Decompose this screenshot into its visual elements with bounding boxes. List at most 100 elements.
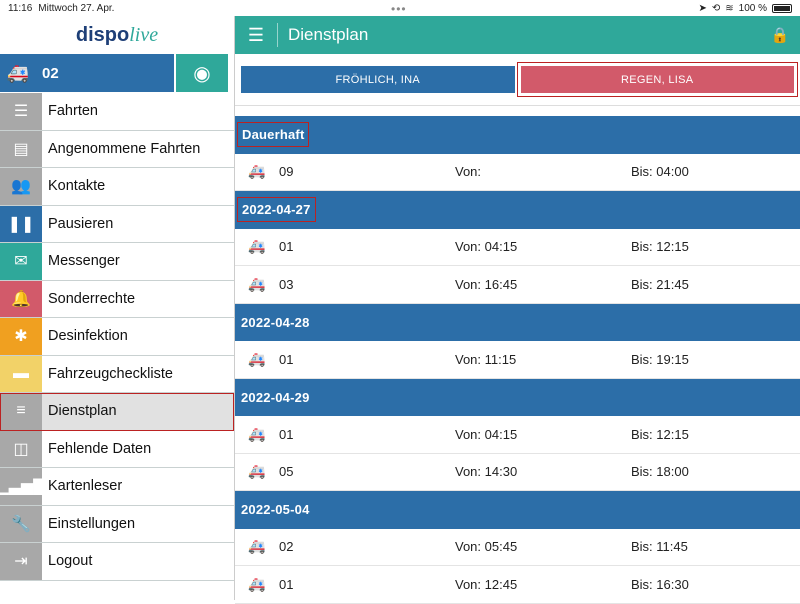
start-time: Von: 04:15 [455,239,518,255]
vehicle-number: 02 [42,64,59,82]
schedule-row[interactable]: 🚑 01 Von: 04:15 Bis: 12:15 [235,229,800,266]
section-header: 2022-04-28 [235,303,800,341]
tab-regen-lisa[interactable]: REGEN, LISA [516,62,798,97]
broadcast-button[interactable]: ◉ [176,54,228,92]
sidebar-item-label: Fahrten [48,103,98,120]
pause-icon: ❚❚ [0,205,42,242]
sidebar: dispo live 🚑 02 ◉ ☰ Fahrten ▤ Angenommene Fa… [0,16,235,600]
sidebar-menu: ☰ Fahrten ▤ Angenommene Fahrten 👥 Kontakte ❚❚ P… [0,93,234,581]
wrench-icon: 🔧 [0,505,42,542]
vehicle-number: 01 [279,239,294,255]
sidebar-item-label: Sonderrechte [48,290,136,307]
start-time: Von: 04:15 [455,426,518,442]
section-label: 2022-04-27 [237,197,316,223]
sidebar-item-pausieren[interactable]: ❚❚ Pausieren [0,205,234,243]
vehicle-bar: 🚑 02 ◉ [0,54,234,92]
lock-rotation-icon: ⟲ [711,2,721,14]
schedule-row[interactable]: 🚑 09 Von: Bis: 04:00 [235,154,800,191]
sidebar-item-messenger[interactable]: ✉ Messenger [0,243,234,281]
top-bar: ☰ Dienstplan 🔒 [235,16,800,54]
broadcast-icon: ◉ [193,62,211,85]
sidebar-item-kartenleser[interactable]: ▁▃▅▇ Kartenleser [0,468,234,506]
section-header: 2022-04-29 [235,378,800,416]
end-time: Bis: 12:15 [631,239,689,255]
ambulance-icon: 🚑 [6,62,30,83]
schedule-row[interactable]: 🚑 01 Von: 12:45 Bis: 16:30 [235,566,800,604]
section-label: 2022-05-04 [241,502,310,518]
start-time: Von: 12:45 [455,576,518,592]
sidebar-item-fahrzeugcheckliste[interactable]: ▬ Fahrzeugcheckliste [0,355,234,393]
sidebar-item-logout[interactable]: ⇥ Logout [0,543,234,581]
lock-icon[interactable]: 🔒 [770,27,790,44]
section-header: 2022-04-27 [235,191,800,229]
main-content: ☰ Dienstplan 🔒 FRÖHLICH, INA REGEN, LISA… [235,16,800,604]
section-header: Dauerhaft [235,116,800,154]
schedule-row[interactable]: 🚑 05 Von: 14:30 Bis: 18:00 [235,454,800,491]
sidebar-item-label: Angenommene Fahrten [48,140,201,157]
schedule-row[interactable]: 🚑 03 Von: 16:45 Bis: 21:45 [235,266,800,304]
sidebar-item-fahrten[interactable]: ☰ Fahrten [0,93,234,131]
sidebar-item-label: Einstellungen [48,515,136,532]
sidebar-item-dienstplan[interactable]: ≡ Dienstplan [0,393,234,431]
list-check-icon: ☰ [0,93,42,130]
start-time: Von: 05:45 [455,539,518,555]
sidebar-item-angenommene-fahrten[interactable]: ▤ Angenommene Fahrten [0,130,234,168]
vehicle-number: 09 [279,164,294,180]
vehicle-number: 03 [279,276,294,292]
hamburger-menu-icon[interactable]: ☰ [247,24,265,45]
logo-text-live: live [129,23,159,46]
sidebar-item-label: Messenger [48,253,120,270]
sidebar-item-label: Fahrzeugcheckliste [48,365,173,382]
section-label: 2022-04-29 [241,389,310,405]
ambulance-icon: 🚑 [248,238,266,255]
sidebar-item-einstellungen[interactable]: 🔧 Einstellungen [0,505,234,543]
status-bar: 11:16 Mittwoch 27. Apr. ••• ➤ ⟲ ≋ 100 % [0,0,800,16]
sidebar-item-fehlende-daten[interactable]: ◫ Fehlende Daten [0,430,234,468]
schedule-row[interactable]: 🚑 01 Von: 04:15 Bis: 12:15 [235,416,800,454]
schedule-row[interactable]: 🚑 02 Von: 05:45 Bis: 11:45 [235,529,800,566]
schedule-row[interactable]: 🚑 01 Von: 11:15 Bis: 19:15 [235,341,800,379]
list-icon: ≡ [0,393,42,430]
vehicle-selector[interactable]: 🚑 02 [0,54,174,92]
sidebar-item-label: Kontakte [48,178,106,195]
status-date: Mittwoch 27. Apr. [38,2,115,14]
sidebar-item-kontakte[interactable]: 👥 Kontakte [0,168,234,206]
battery-text: 100 % [738,2,767,14]
schedule-list: Dauerhaft 🚑 09 Von: Bis: 04:00 2022-04-27 🚑 01 V… [235,116,800,604]
sidebar-item-desinfektion[interactable]: ✱ Desinfektion [0,318,234,356]
person-tabs: FRÖHLICH, INA REGEN, LISA [235,54,800,106]
wifi-icon: ≋ [725,2,734,14]
ambulance-icon: 🚑 [248,163,266,180]
battery-icon [772,3,792,13]
book-icon: ▬ [0,355,42,392]
ambulance-icon: 🚑 [248,538,266,555]
sidebar-item-label: Pausieren [48,215,114,232]
sidebar-item-label: Kartenleser [48,478,123,495]
start-time: Von: 11:15 [455,351,517,367]
multitasking-dots-icon[interactable]: ••• [391,2,407,16]
sidebar-item-sonderrechte[interactable]: 🔔 Sonderrechte [0,280,234,318]
sidebar-item-label: Dienstplan [48,403,117,420]
ambulance-icon: 🚑 [248,275,266,292]
section-header: 2022-05-04 [235,491,800,529]
section-label: 2022-04-28 [241,314,310,330]
start-time: Von: 14:30 [455,464,518,480]
vehicle-number: 01 [279,426,294,442]
id-card-icon: ▤ [0,130,42,167]
tab-froehlich-ina[interactable]: FRÖHLICH, INA [241,66,515,93]
location-icon: ➤ [698,2,707,14]
end-time: Bis: 16:30 [631,576,689,592]
people-icon: 👥 [0,168,42,205]
logo-text-dispo: dispo [75,23,130,46]
sidebar-item-label: Desinfektion [48,328,128,345]
bell-icon: 🔔 [0,280,42,317]
end-time: Bis: 18:00 [631,464,689,480]
page-title: Dienstplan [288,25,369,44]
ambulance-icon: 🚑 [248,350,266,367]
section-label: Dauerhaft [237,122,310,148]
vehicle-number: 01 [279,351,294,367]
end-time: Bis: 04:00 [631,164,689,180]
vehicle-number: 02 [279,539,294,555]
vehicle-number: 01 [279,576,294,592]
sidebar-item-label: Logout [48,553,93,570]
